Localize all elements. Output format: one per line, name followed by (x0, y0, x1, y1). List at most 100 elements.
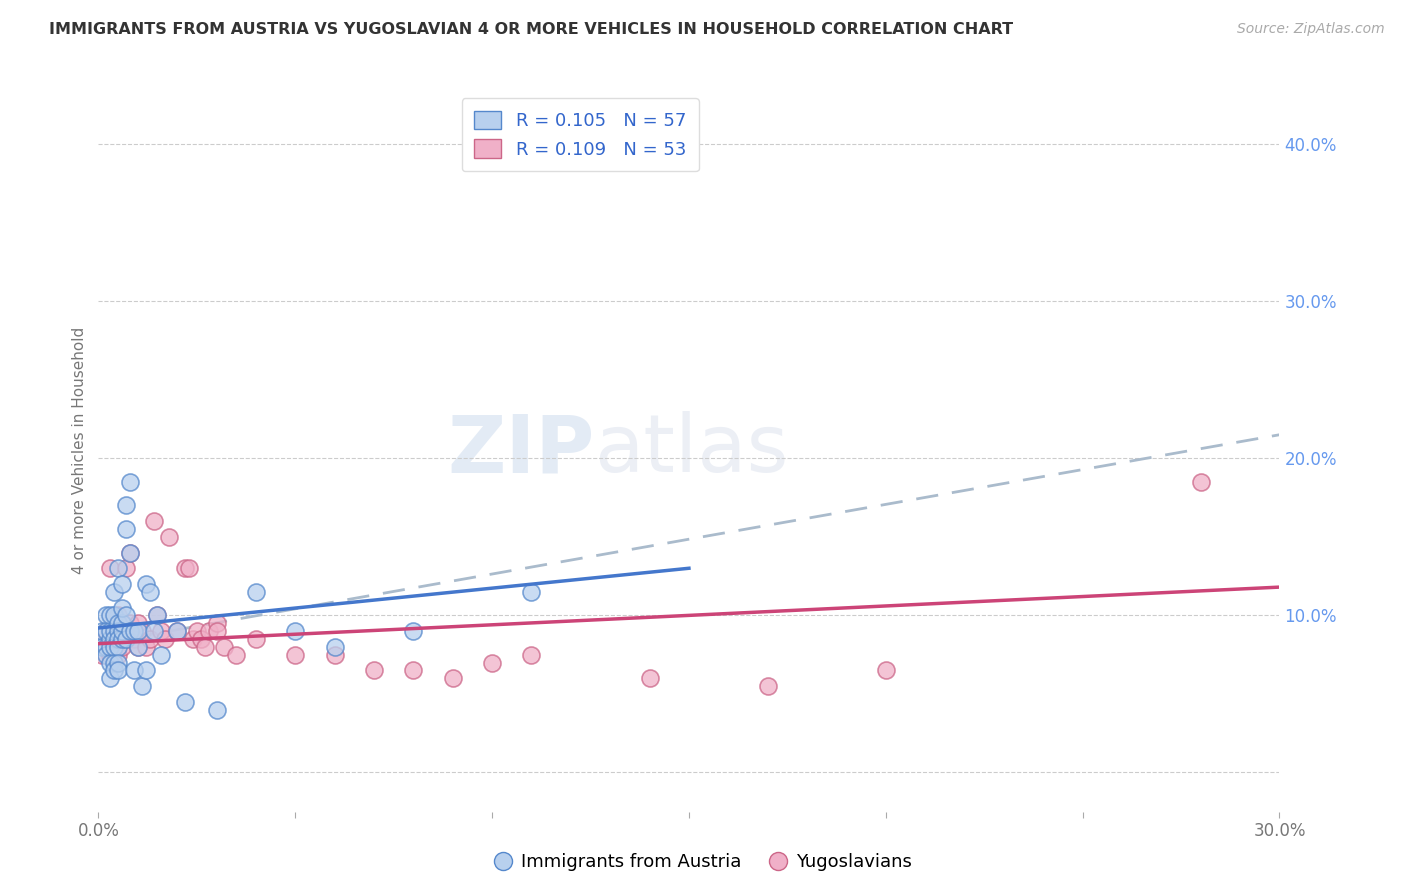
Point (225, 648, 247, 662)
Point (284, 648, 307, 662)
Point (98, 656, 121, 670)
Point (118, 616, 141, 631)
Text: IMMIGRANTS FROM AUSTRIA VS YUGOSLAVIAN 4 OR MORE VEHICLES IN HOUSEHOLD CORRELATI: IMMIGRANTS FROM AUSTRIA VS YUGOSLAVIAN 4… (49, 22, 1014, 37)
Point (107, 640, 129, 654)
Legend: Immigrants from Austria, Yugoslavians: Immigrants from Austria, Yugoslavians (486, 847, 920, 879)
Point (107, 656, 129, 670)
Point (115, 608, 138, 623)
Point (103, 664, 125, 678)
Point (98, 671, 121, 685)
Point (150, 648, 173, 662)
Point (115, 561, 138, 575)
Point (91, 640, 114, 654)
Point (875, 664, 897, 678)
Legend: R = 0.105   N = 57, R = 0.109   N = 53: R = 0.105 N = 57, R = 0.109 N = 53 (461, 98, 699, 171)
Text: Source: ZipAtlas.com: Source: ZipAtlas.com (1237, 22, 1385, 37)
Point (127, 624, 149, 639)
Point (127, 616, 149, 631)
Point (214, 640, 236, 654)
Point (146, 608, 169, 623)
Point (91, 624, 114, 639)
Point (98, 632, 121, 646)
Point (111, 577, 134, 591)
Point (111, 640, 134, 654)
Point (96, 640, 118, 654)
Point (186, 624, 208, 639)
Point (111, 600, 134, 615)
Point (181, 632, 204, 646)
Point (284, 624, 307, 639)
Point (91, 632, 114, 646)
Point (111, 632, 134, 646)
Point (96, 624, 118, 639)
Point (138, 584, 160, 599)
Point (520, 648, 543, 662)
Point (107, 648, 129, 662)
Point (115, 632, 138, 646)
Point (441, 671, 464, 685)
Point (98, 608, 121, 623)
Point (245, 584, 267, 599)
Text: atlas: atlas (595, 411, 789, 490)
Point (103, 640, 125, 654)
Point (111, 616, 134, 631)
Point (174, 695, 197, 709)
Point (481, 656, 503, 670)
Point (197, 624, 219, 639)
Point (107, 624, 129, 639)
Point (107, 608, 129, 623)
Text: ZIP: ZIP (447, 411, 595, 490)
Point (103, 656, 125, 670)
Point (103, 608, 125, 623)
Point (323, 648, 346, 662)
Point (96, 624, 118, 639)
Point (103, 624, 125, 639)
Point (111, 624, 134, 639)
Point (122, 624, 145, 639)
Point (118, 545, 141, 559)
Point (122, 664, 145, 678)
Point (245, 632, 267, 646)
Point (177, 561, 200, 575)
Point (107, 616, 129, 631)
Point (107, 632, 129, 646)
Point (194, 640, 217, 654)
Point (135, 577, 157, 591)
Point (103, 632, 125, 646)
Point (205, 616, 228, 631)
Point (103, 624, 125, 639)
Point (155, 632, 177, 646)
Point (107, 561, 129, 575)
Point (96, 608, 118, 623)
Point (118, 475, 141, 489)
Point (103, 584, 125, 599)
Point (127, 640, 149, 654)
Point (323, 640, 346, 654)
Point (98, 632, 121, 646)
Point (638, 671, 661, 685)
Point (127, 640, 149, 654)
Point (142, 624, 165, 639)
Point (115, 499, 138, 513)
Point (96, 648, 118, 662)
Point (118, 624, 141, 639)
Point (91, 648, 114, 662)
Point (150, 624, 173, 639)
Point (402, 624, 425, 639)
Point (131, 679, 153, 693)
Point (107, 616, 129, 631)
Point (157, 530, 180, 544)
Point (756, 679, 779, 693)
Point (98, 624, 121, 639)
Y-axis label: 4 or more Vehicles in Household: 4 or more Vehicles in Household (72, 326, 87, 574)
Point (122, 632, 145, 646)
Point (98, 648, 121, 662)
Point (98, 561, 121, 575)
Point (402, 664, 425, 678)
Point (166, 624, 188, 639)
Point (166, 624, 188, 639)
Point (118, 545, 141, 559)
Point (190, 632, 212, 646)
Point (103, 640, 125, 654)
Point (115, 632, 138, 646)
